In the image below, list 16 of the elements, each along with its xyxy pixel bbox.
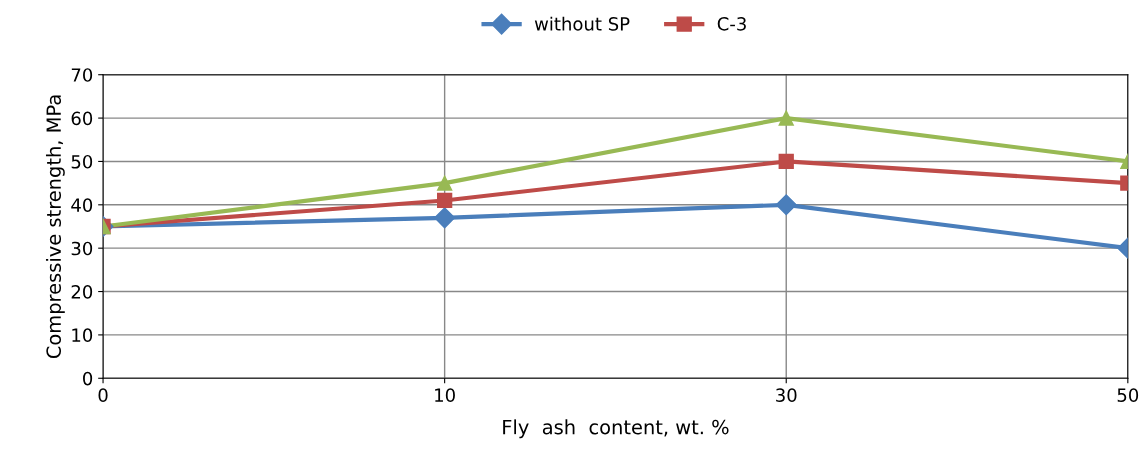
x-tick-label: 10 [435, 388, 455, 402]
x-tick-label: 30 [776, 388, 797, 402]
x-axis-title: Fly ash content, wt. % [503, 419, 729, 439]
x-tick-label: 0 [98, 388, 108, 402]
legend-label: without SP [534, 16, 630, 31]
y-axis-title: Compressive strength, MPa [45, 95, 65, 359]
y-tick-label: 30 [71, 241, 93, 256]
x-tick-label: 50 [1117, 388, 1139, 402]
legend-label: C-3 [717, 17, 746, 31]
y-tick-label: 40 [71, 198, 93, 212]
y-tick-label: 70 [71, 68, 93, 82]
y-tick-label: 60 [71, 111, 93, 126]
y-tick-label: 10 [72, 328, 93, 343]
y-tick-label: 50 [71, 154, 93, 169]
y-tick-label: 0 [83, 371, 93, 386]
y-tick-label: 20 [71, 285, 93, 299]
